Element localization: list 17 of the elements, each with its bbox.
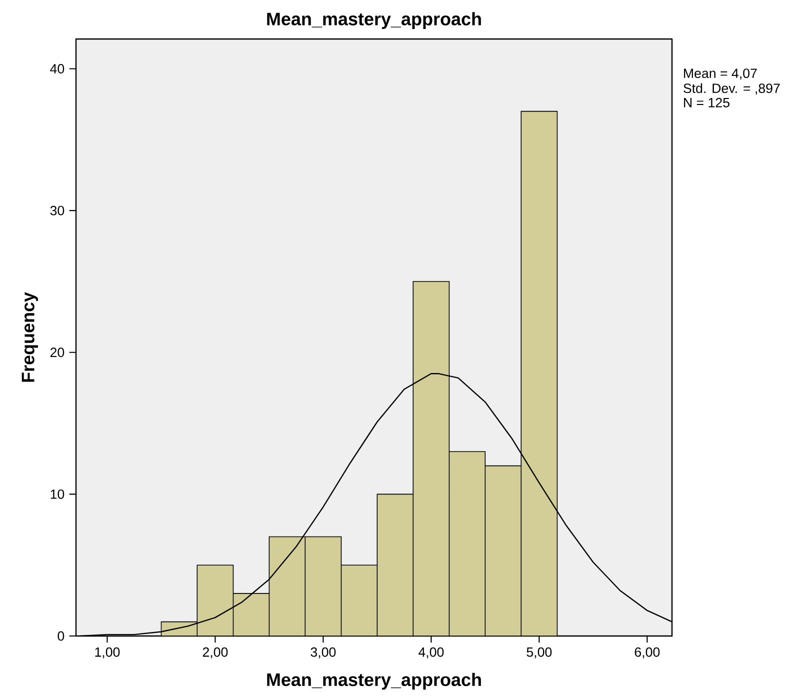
y-tick-label: 0 [58,631,64,641]
y-tick-label: 20 [50,348,64,358]
y-tick-label: 30 [50,206,64,216]
x-tick-label: 1,00 [95,647,120,658]
x-tick-label: 4,00 [418,647,444,658]
x-axis-title: Mean_mastery_approach [267,672,481,690]
text: Std. Dev. = ,897 [684,83,780,95]
y-tick-label: 40 [50,64,64,74]
text: Mean = 4,07 [684,68,757,80]
x-tick-label: 2,00 [202,647,228,658]
x-tick-label: 3,00 [310,647,336,658]
chart-title: Mean_mastery_approach [267,12,481,29]
y-axis-title: Frequency [22,292,38,382]
x-tick-label: 5,00 [526,647,552,658]
y-tick-label: 10 [50,489,64,499]
x-tick-label: 6,00 [634,647,660,658]
text: N = 125 [684,98,730,108]
